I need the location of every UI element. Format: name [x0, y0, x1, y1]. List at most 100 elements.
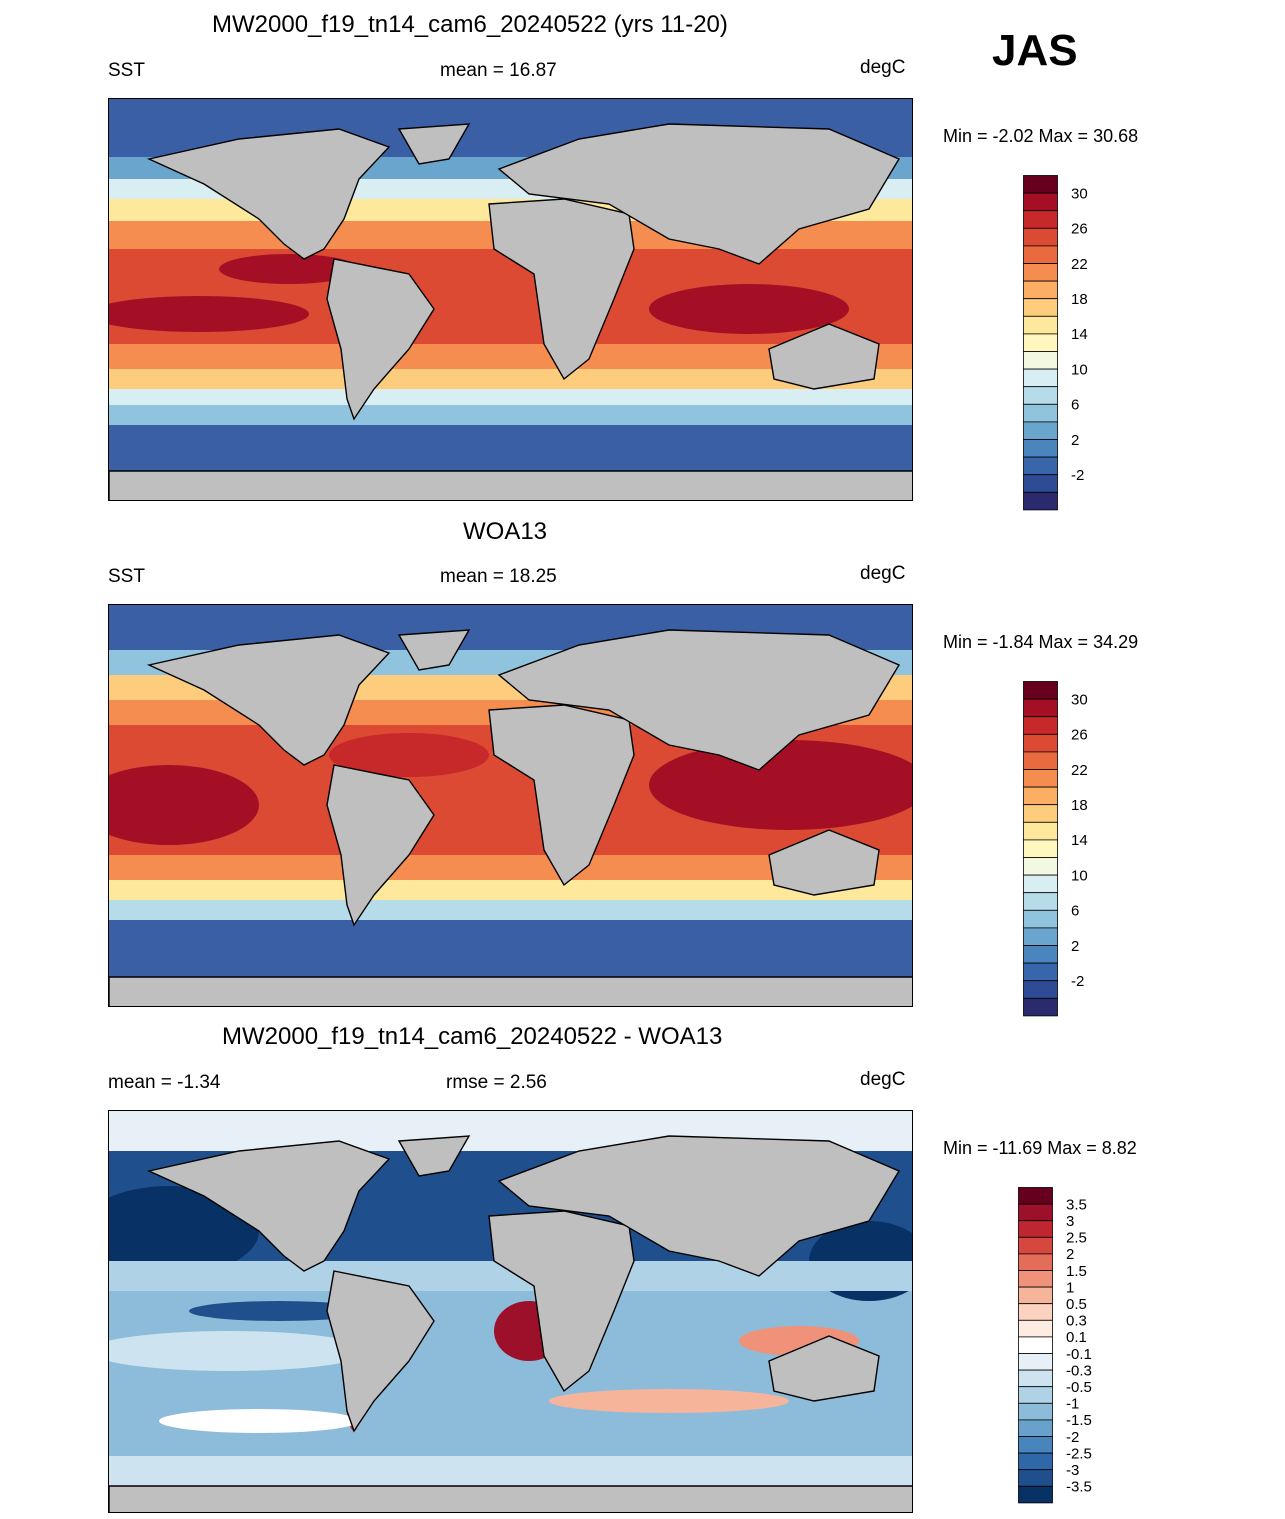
panel3-colorbar-swatch	[1018, 1336, 1053, 1354]
panel1-colorbar-swatch	[1023, 333, 1058, 352]
panel1-colorbar-swatch	[1023, 192, 1058, 212]
panel3-colorbar-swatch	[1018, 1220, 1053, 1238]
panel1-minmax: Min = -2.02 Max = 30.68	[943, 126, 1139, 146]
panel1-colorbar-swatch	[1023, 263, 1058, 282]
panel1-colorbar-swatch	[1023, 315, 1058, 335]
panel2-colorbar-tick-label: 2	[1071, 938, 1079, 955]
panel1-colorbar-swatch	[1023, 210, 1058, 229]
panel2-colorbar-swatch	[1023, 821, 1058, 841]
panel2-colorbar-swatch	[1023, 997, 1058, 1017]
panel2-colorbar-swatch	[1023, 892, 1058, 911]
panel3-minmax: Min = -11.69 Max = 8.82	[943, 1138, 1137, 1158]
panel1-colorbar-swatch	[1023, 351, 1058, 370]
panel1-colorbar-swatch	[1023, 491, 1058, 511]
panel2-colorbar-swatch	[1023, 874, 1058, 894]
panel1-colorbar-tick-label: 14	[1071, 326, 1088, 343]
panel1-colorbar-tick-label: 18	[1071, 291, 1088, 308]
panel3-colorbar-tick-label: -3	[1066, 1462, 1079, 1479]
panel1-colorbar-swatch	[1023, 439, 1058, 458]
panel3-mean-label: mean = -1.34	[108, 1072, 221, 1093]
panel3-colorbar-tick-label: 0.3	[1066, 1313, 1087, 1330]
panel3-units-label: degC	[860, 1069, 906, 1090]
panel3-colorbar-tick-label: 0.5	[1066, 1296, 1087, 1313]
panel3-title: MW2000_f19_tn14_cam6_20240522 - WOA13	[222, 1023, 723, 1050]
panel3-colorbar-tick-label: 3.5	[1066, 1196, 1087, 1213]
panel1-colorbar-swatch	[1023, 421, 1058, 440]
panel1-variable-label: SST	[108, 60, 145, 81]
panel2-colorbar-swatch	[1023, 962, 1058, 982]
panel1-colorbar-tick-label: 10	[1071, 361, 1088, 378]
panel3-colorbar-tick-label: -2.5	[1066, 1445, 1092, 1462]
panel3-colorbar-swatch	[1018, 1286, 1053, 1305]
panel3-colorbar-tick-label: 1	[1066, 1279, 1074, 1296]
panel2-colorbar-tick-label: 30	[1071, 691, 1088, 708]
panel3-colorbar-swatch	[1018, 1270, 1053, 1288]
panel3-colorbar-tick-label: 2	[1066, 1246, 1074, 1263]
panel3-difference-map	[108, 1110, 913, 1513]
panel1-colorbar-tick-label: 26	[1071, 221, 1088, 238]
panel1-colorbar-swatch	[1023, 456, 1058, 476]
panel2-colorbar: 30 26 22 18 14 10 6 2 -2	[1023, 681, 1113, 1017]
panel1-units-label: degC	[860, 57, 906, 78]
panel2-colorbar-swatch	[1023, 769, 1058, 788]
panel3-colorbar-tick-label: -0.1	[1066, 1346, 1092, 1363]
panel2-colorbar-swatch	[1023, 980, 1058, 999]
panel3-colorbar-swatch	[1018, 1452, 1053, 1471]
panel3-colorbar-swatch	[1018, 1203, 1053, 1222]
panel2-colorbar-swatch	[1023, 786, 1058, 806]
panel3-colorbar-swatch	[1018, 1485, 1053, 1504]
panel3-colorbar-swatch	[1018, 1469, 1053, 1487]
panel2-colorbar-swatch	[1023, 698, 1058, 718]
panel2-colorbar-swatch	[1023, 909, 1058, 929]
panel1-colorbar-tick-label: 2	[1071, 432, 1079, 449]
season-label: JAS	[992, 26, 1078, 75]
panel1-colorbar-swatch	[1023, 227, 1058, 247]
panel1-colorbar-swatch	[1023, 368, 1058, 388]
panel1-colorbar-tick-label: 6	[1071, 397, 1079, 414]
panel1-colorbar-swatch	[1023, 298, 1058, 317]
panel2-colorbar-swatch	[1023, 716, 1058, 735]
panel1-sst-map	[108, 98, 913, 501]
panel3-colorbar-tick-label: 2.5	[1066, 1230, 1087, 1247]
panel1-colorbar-swatch	[1023, 403, 1058, 423]
panel2-colorbar-swatch	[1023, 857, 1058, 876]
panel3-colorbar-swatch	[1018, 1419, 1053, 1437]
panel2-colorbar-tick-label: 14	[1071, 832, 1088, 849]
panel3-colorbar-swatch	[1018, 1353, 1053, 1371]
panel3-colorbar-swatch	[1018, 1319, 1053, 1338]
panel3-colorbar-tick-label: -0.3	[1066, 1362, 1092, 1379]
panel3-colorbar-tick-label: -3.5	[1066, 1479, 1092, 1496]
panel3-colorbar-swatch	[1018, 1236, 1053, 1255]
panel3-colorbar-tick-label: -2	[1066, 1429, 1079, 1446]
panel3-colorbar-swatch	[1018, 1386, 1053, 1404]
panel2-sst-map	[108, 604, 913, 1007]
panel2-colorbar-tick-label: 22	[1071, 762, 1088, 779]
panel3-colorbar-swatch	[1018, 1436, 1053, 1454]
panel1-colorbar-swatch	[1023, 280, 1058, 300]
panel1-colorbar-tick-label: -2	[1071, 467, 1084, 484]
panel3-colorbar-tick-label: -1	[1066, 1396, 1079, 1413]
panel2-title: WOA13	[463, 518, 548, 545]
panel2-colorbar-swatch	[1023, 804, 1058, 823]
panel1-colorbar-swatch	[1023, 245, 1058, 264]
panel2-mean-label: mean = 18.25	[440, 566, 557, 587]
panel2-colorbar-swatch	[1023, 751, 1058, 770]
panel3-colorbar-swatch	[1018, 1187, 1053, 1205]
panel2-colorbar-swatch	[1023, 681, 1058, 700]
panel1-colorbar-swatch	[1023, 386, 1058, 405]
panel1-colorbar-tick-label: 22	[1071, 256, 1088, 273]
panel3-colorbar-tick-label: 3	[1066, 1213, 1074, 1230]
panel2-colorbar-tick-label: 18	[1071, 797, 1088, 814]
panel2-colorbar-swatch	[1023, 927, 1058, 946]
panel1-mean-label: mean = 16.87	[440, 60, 557, 81]
panel3-colorbar-swatch	[1018, 1303, 1053, 1321]
panel2-units-label: degC	[860, 563, 906, 584]
panel3-colorbar-tick-label: -1.5	[1066, 1412, 1092, 1429]
panel2-colorbar-swatch	[1023, 733, 1058, 753]
panel3-colorbar-swatch	[1018, 1253, 1053, 1271]
panel2-colorbar-swatch	[1023, 945, 1058, 964]
panel1-title: MW2000_f19_tn14_cam6_20240522 (yrs 11-20…	[212, 11, 728, 38]
panel3-colorbar-tick-label: -0.5	[1066, 1379, 1092, 1396]
panel1-colorbar-swatch	[1023, 175, 1058, 194]
panel1-colorbar-swatch	[1023, 474, 1058, 493]
